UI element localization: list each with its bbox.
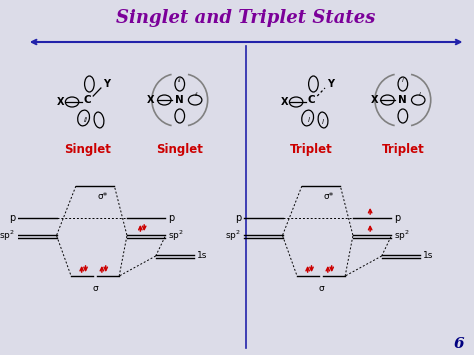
Text: sp$^2$: sp$^2$ — [394, 229, 410, 243]
Text: σ*: σ* — [323, 192, 333, 201]
Text: Singlet: Singlet — [156, 143, 203, 157]
Text: C: C — [308, 95, 315, 105]
Text: Singlet and Triplet States: Singlet and Triplet States — [117, 9, 376, 27]
Text: p: p — [235, 213, 241, 223]
Text: l: l — [322, 119, 324, 125]
Text: N: N — [399, 95, 407, 105]
Text: 1s: 1s — [423, 251, 433, 261]
Text: l: l — [419, 92, 420, 97]
Text: Triplet: Triplet — [382, 143, 424, 157]
Text: Singlet: Singlet — [64, 143, 111, 157]
Text: p: p — [9, 213, 15, 223]
Text: ii: ii — [178, 77, 182, 82]
Text: 6: 6 — [453, 337, 464, 351]
Text: ii: ii — [194, 92, 198, 97]
Text: Triplet: Triplet — [290, 143, 333, 157]
Text: N: N — [175, 95, 184, 105]
Text: X: X — [57, 97, 64, 107]
Text: Y: Y — [103, 79, 110, 89]
Text: X: X — [147, 95, 155, 105]
Text: p: p — [168, 213, 174, 223]
Text: l: l — [402, 77, 404, 82]
Text: ii: ii — [83, 117, 88, 123]
Text: sp$^2$: sp$^2$ — [168, 229, 184, 243]
Text: sp$^2$: sp$^2$ — [0, 229, 15, 243]
Text: 1s: 1s — [197, 251, 208, 261]
Text: σ*: σ* — [97, 192, 107, 201]
Text: X: X — [281, 97, 288, 107]
Text: σ: σ — [318, 284, 324, 293]
Text: σ: σ — [92, 284, 98, 293]
Text: p: p — [394, 213, 401, 223]
Text: X: X — [370, 95, 378, 105]
Text: sp$^2$: sp$^2$ — [226, 229, 241, 243]
Text: Y: Y — [327, 79, 334, 89]
Text: l: l — [308, 117, 310, 123]
Text: C: C — [83, 95, 91, 105]
